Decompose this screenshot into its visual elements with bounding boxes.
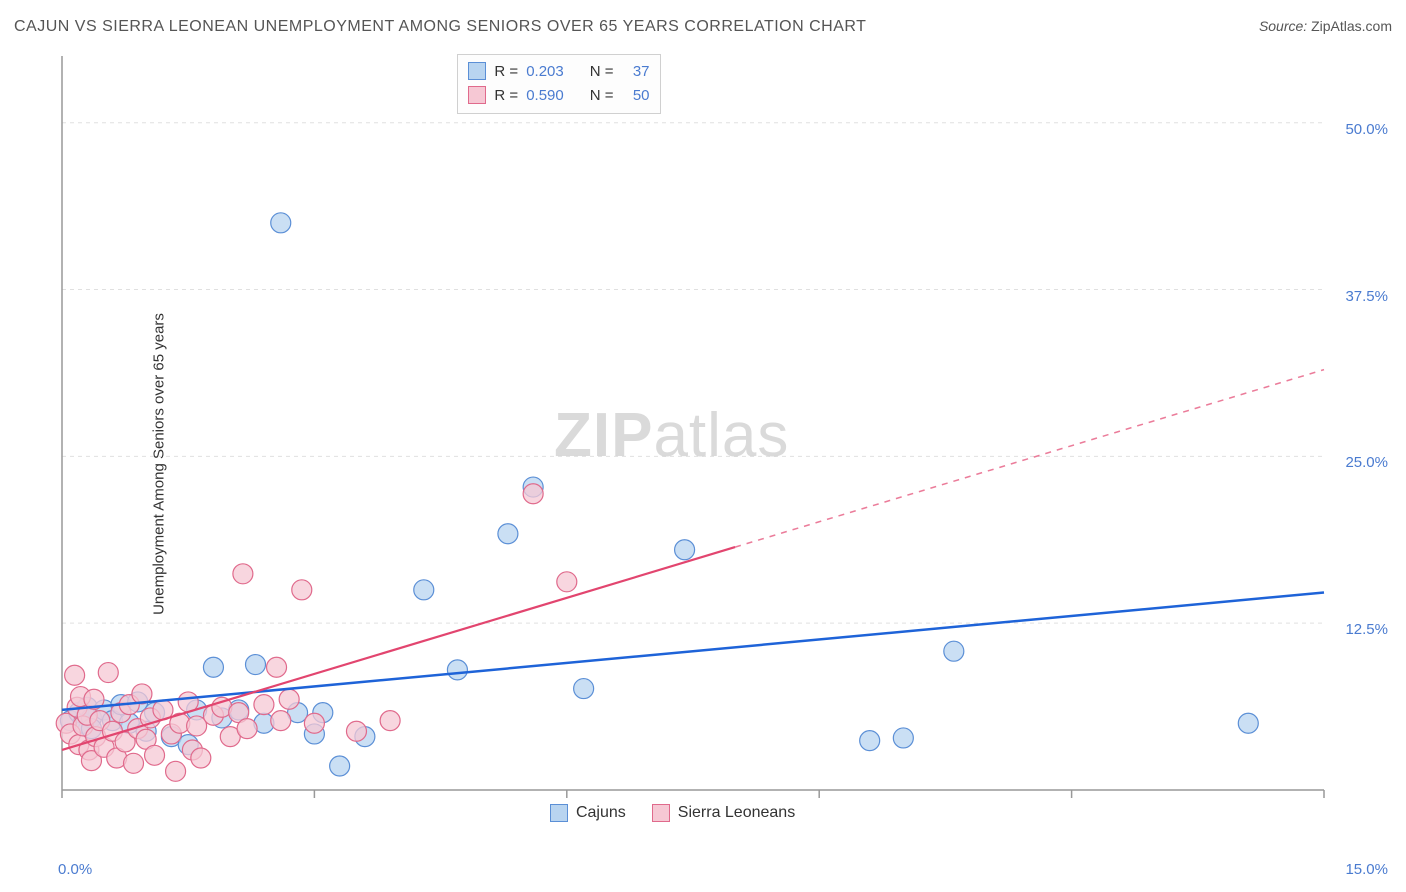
legend-swatch (550, 804, 568, 822)
data-point (523, 484, 543, 504)
source-attribution: Source: ZipAtlas.com (1259, 18, 1392, 34)
r-value: 0.203 (526, 63, 564, 80)
data-point (145, 745, 165, 765)
chart-container: Unemployment Among Seniors over 65 years… (14, 50, 1392, 878)
legend-label: Sierra Leoneans (678, 804, 795, 822)
data-point (98, 663, 118, 683)
data-point (675, 540, 695, 560)
data-point (246, 655, 266, 675)
series-swatch (468, 86, 486, 104)
chart-title: CAJUN VS SIERRA LEONEAN UNEMPLOYMENT AMO… (14, 18, 866, 36)
data-point (254, 695, 274, 715)
data-point (447, 660, 467, 680)
data-point (267, 657, 287, 677)
scatter-plot (54, 50, 1364, 830)
data-point (271, 213, 291, 233)
legend: Cajuns Sierra Leoneans (550, 804, 795, 822)
data-point (557, 572, 577, 592)
r-label: R = (494, 63, 518, 80)
y-tick-label: 37.5% (1345, 288, 1388, 305)
source-value: ZipAtlas.com (1311, 18, 1392, 34)
r-value: 0.590 (526, 87, 564, 104)
data-point (414, 580, 434, 600)
data-point (893, 728, 913, 748)
data-point (1238, 713, 1258, 733)
legend-item: Cajuns (550, 804, 626, 822)
n-value: 37 (622, 63, 650, 80)
n-label: N = (590, 87, 614, 104)
n-label: N = (590, 63, 614, 80)
stats-row: R = 0.203 N = 37 (468, 59, 649, 83)
data-point (124, 753, 144, 773)
n-value: 50 (622, 87, 650, 104)
data-point (191, 748, 211, 768)
data-point (944, 641, 964, 661)
stats-row: R = 0.590 N = 50 (468, 83, 649, 107)
y-tick-label: 50.0% (1345, 121, 1388, 138)
source-label: Source: (1259, 18, 1307, 34)
data-point (237, 719, 257, 739)
y-tick-label: 25.0% (1345, 454, 1388, 471)
data-point (166, 761, 186, 781)
data-point (330, 756, 350, 776)
data-point (304, 713, 324, 733)
correlation-stats-box: R = 0.203 N = 37 R = 0.590 N = 50 (457, 54, 660, 114)
data-point (203, 657, 223, 677)
data-point (860, 731, 880, 751)
data-point (271, 711, 291, 731)
x-axis-max-label: 15.0% (1345, 861, 1388, 878)
trend-line-extrapolated (735, 370, 1324, 547)
legend-label: Cajuns (576, 804, 626, 822)
data-point (292, 580, 312, 600)
series-swatch (468, 62, 486, 80)
legend-swatch (652, 804, 670, 822)
data-point (498, 524, 518, 544)
data-point (279, 689, 299, 709)
y-tick-label: 12.5% (1345, 621, 1388, 638)
legend-item: Sierra Leoneans (652, 804, 795, 822)
x-axis-min-label: 0.0% (58, 861, 92, 878)
data-point (346, 721, 366, 741)
data-point (574, 679, 594, 699)
data-point (233, 564, 253, 584)
data-point (380, 711, 400, 731)
r-label: R = (494, 87, 518, 104)
data-point (65, 665, 85, 685)
